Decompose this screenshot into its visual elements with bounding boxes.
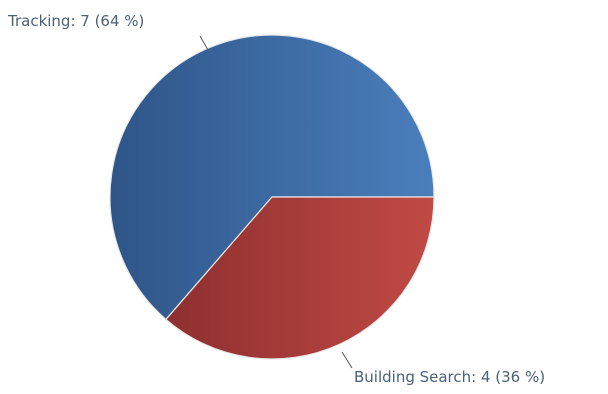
pie-slice-tracking[interactable]	[109, 34, 435, 321]
pie-slice-building-search[interactable]	[165, 196, 435, 360]
pie-leader-lines	[199, 35, 353, 369]
pie-labels: Tracking: 7 (64 %) Building Search: 4 (36…	[7, 12, 545, 386]
leader-line-building-search	[341, 351, 353, 369]
pie-label-building-search: Building Search: 4 (36 %)	[354, 368, 545, 386]
leader-line-tracking	[199, 35, 209, 51]
pie-slices	[109, 34, 435, 360]
pie-label-tracking: Tracking: 7 (64 %)	[7, 12, 144, 30]
